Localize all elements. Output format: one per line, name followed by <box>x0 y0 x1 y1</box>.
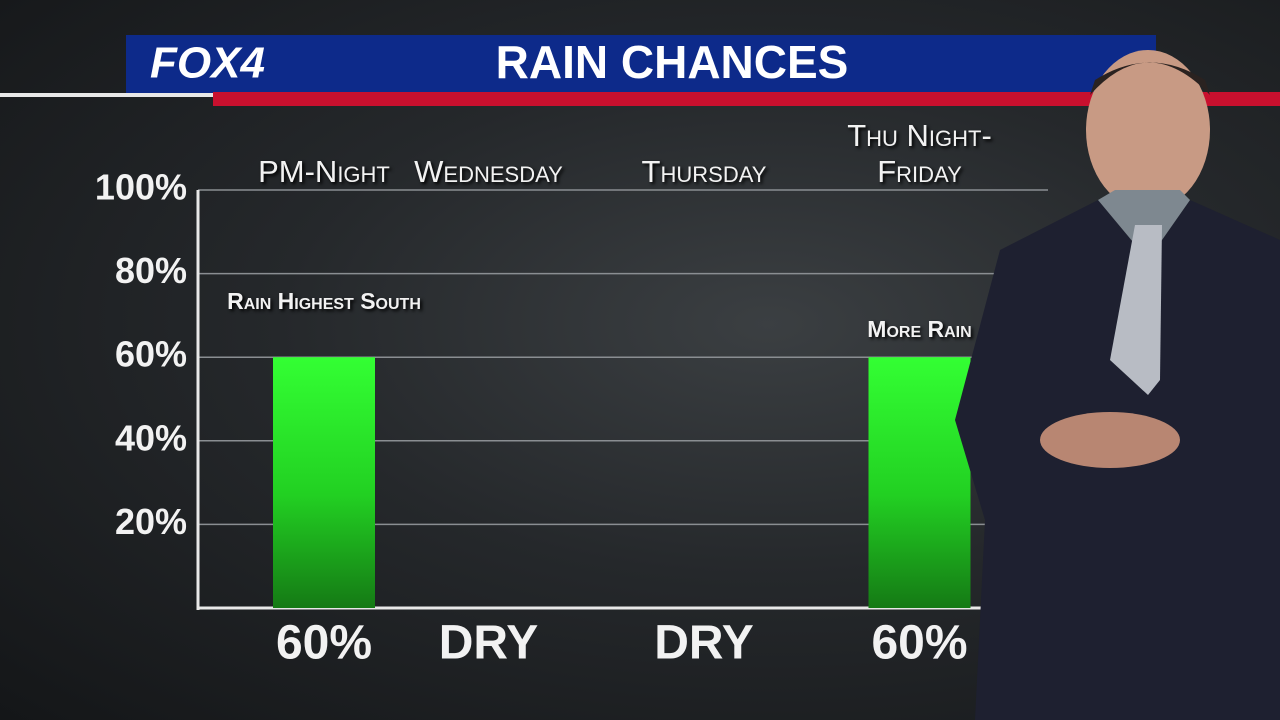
header-stripe <box>213 92 1280 106</box>
value-label: DRY <box>439 617 539 670</box>
x-tick-label: Wednesday <box>414 154 563 189</box>
y-tick-label: 40% <box>115 417 187 458</box>
bar <box>868 357 971 608</box>
y-tick-label: 60% <box>115 334 187 375</box>
plot: 20% 40% 60% 80% 100% 60% DRY DRY 60% <box>95 167 1048 670</box>
y-tick-label: 100% <box>95 167 187 208</box>
chart-title: RAIN CHANCES <box>496 36 849 88</box>
x-tick-label: Thursday <box>641 154 767 189</box>
header-bar <box>126 35 1156 93</box>
presenter-hands <box>1040 412 1180 468</box>
x-tick-label: PM-Night <box>258 154 390 189</box>
y-tick-label: 80% <box>115 250 187 291</box>
value-label: DRY <box>654 617 754 670</box>
logo: FOX4 <box>150 39 265 88</box>
annotation: Rain Highest South <box>227 288 421 315</box>
header-line <box>0 93 213 97</box>
presenter <box>955 50 1280 720</box>
value-label: 60% <box>276 617 372 670</box>
presenter-head <box>1086 50 1210 210</box>
presenter-hair <box>1090 62 1210 95</box>
presenter-tie <box>1110 225 1162 395</box>
annotation: More Rain <box>867 316 972 343</box>
bar <box>273 357 375 608</box>
y-tick-label: 20% <box>115 501 187 542</box>
value-label: 60% <box>871 617 967 670</box>
x-tick-label: Thu Night-Friday <box>847 118 992 189</box>
